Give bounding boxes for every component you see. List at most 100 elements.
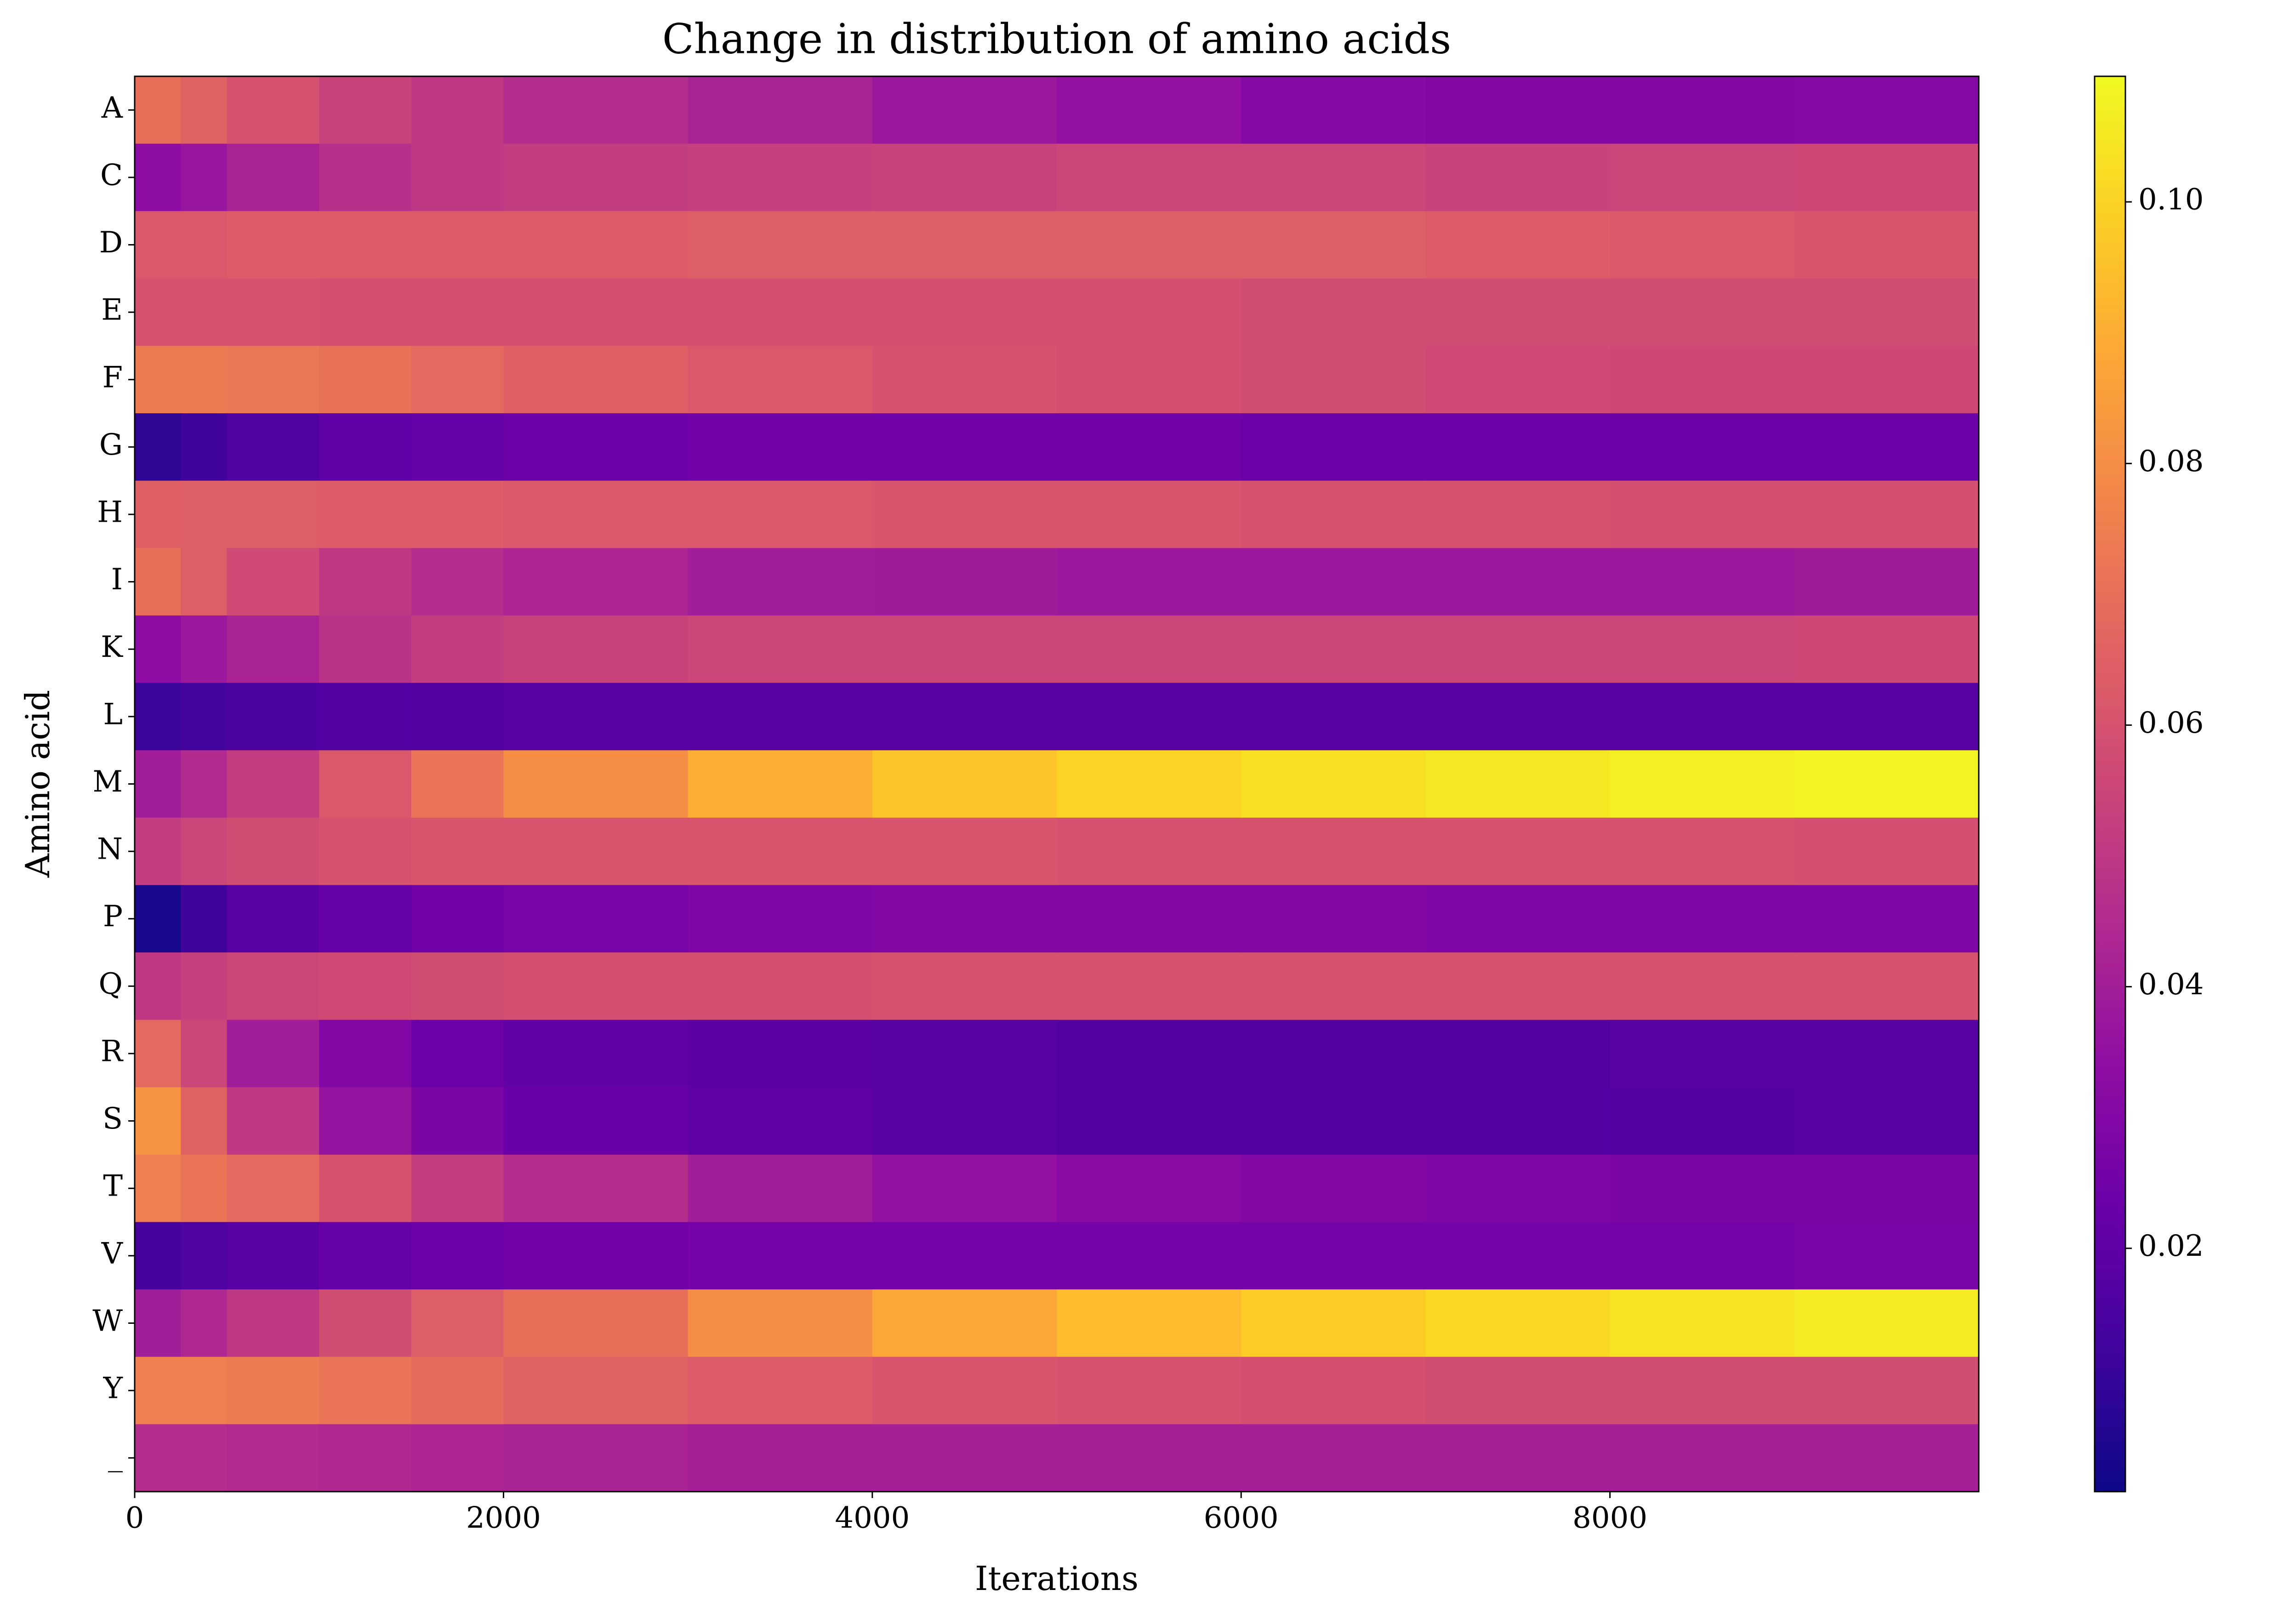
heatmap-cell: [688, 480, 873, 549]
heatmap-cell: [872, 278, 1057, 347]
heatmap-cell: [319, 480, 412, 549]
heatmap-cell: [1241, 346, 1426, 414]
heatmap-cell: [1610, 750, 1795, 818]
heatmap-cell: [503, 413, 689, 481]
heatmap-cell: [688, 1356, 873, 1425]
heatmap-cell: [227, 548, 319, 616]
heatmap-cell: [1794, 1154, 1979, 1223]
heatmap-cell: [1241, 76, 1426, 144]
heatmap-cell: [1794, 278, 1979, 347]
heatmap-cell: [1794, 413, 1979, 481]
heatmap-cell: [503, 1222, 689, 1290]
heatmap-cell: [411, 1424, 504, 1492]
heatmap-cell: [1794, 1289, 1979, 1357]
heatmap-cell: [181, 278, 228, 347]
heatmap-cell: [872, 817, 1057, 886]
heatmap-cell: [503, 817, 689, 886]
heatmap-cell: [1057, 750, 1241, 818]
y-tick-label: G: [99, 428, 123, 462]
heatmap-cell: [411, 1289, 504, 1357]
heatmap-cell: [411, 1356, 504, 1425]
heatmap-cell: [1610, 817, 1795, 886]
heatmap-cell: [503, 211, 689, 279]
heatmap-cell: [1610, 1289, 1795, 1357]
heatmap-cell: [411, 817, 504, 886]
y-tick-label: C: [100, 158, 123, 192]
heatmap-cell: [1241, 750, 1426, 818]
y-tick-label: P: [103, 900, 123, 934]
heatmap-cell: [503, 1356, 689, 1425]
y-tick-label: L: [103, 697, 123, 731]
heatmap-cell: [688, 1222, 873, 1290]
y-axis-label: Amino acid: [18, 690, 57, 878]
heatmap-cell: [1610, 615, 1795, 684]
heatmap-cell: [319, 885, 412, 953]
colorbar-tick-label: 0.08: [2138, 444, 2204, 479]
heatmap-cell: [411, 548, 504, 616]
heatmap-cell: [135, 211, 182, 279]
heatmap-cell: [1057, 211, 1241, 279]
heatmap-cell: [227, 1154, 319, 1223]
x-tick-label: 0: [125, 1501, 144, 1535]
heatmap-cell: [503, 750, 689, 818]
heatmap-cell: [1057, 346, 1241, 414]
heatmap-cell: [1425, 346, 1611, 414]
heatmap-cell: [503, 1289, 689, 1357]
y-tick-label: V: [101, 1237, 124, 1271]
heatmap-cell: [227, 1087, 319, 1155]
heatmap-cell: [1794, 1424, 1979, 1492]
heatmap-cell: [411, 615, 504, 684]
heatmap-cell: [135, 817, 182, 886]
heatmap-cell: [227, 817, 319, 886]
heatmap-cell: [135, 548, 182, 616]
heatmap-cell: [411, 885, 504, 953]
heatmap-cell: [872, 1424, 1057, 1492]
heatmap-cell: [1241, 278, 1426, 347]
heatmap-cell: [1057, 1424, 1241, 1492]
heatmap-cell: [1610, 278, 1795, 347]
heatmap-cell: [135, 1154, 182, 1223]
heatmap-cell: [1425, 952, 1611, 1020]
heatmap-cell: [503, 683, 689, 751]
heatmap-cell: [1425, 1356, 1611, 1425]
heatmap-cell: [1425, 480, 1611, 549]
heatmap-cell: [688, 885, 873, 953]
heatmap-cell: [411, 1154, 504, 1223]
colorbar: [2094, 75, 2126, 1493]
heatmap-cell: [135, 346, 182, 414]
heatmap-cell: [688, 346, 873, 414]
y-tick-label: E: [101, 293, 123, 327]
colorbar-tick-label: 0.04: [2138, 968, 2204, 1002]
heatmap-cell: [1425, 76, 1611, 144]
heatmap-cell: [688, 548, 873, 616]
heatmap-cell: [181, 1424, 228, 1492]
heatmap-cell: [872, 1289, 1057, 1357]
heatmap-cell: [1425, 1087, 1611, 1155]
heatmap-cell: [227, 1222, 319, 1290]
heatmap-cell: [1794, 683, 1979, 751]
heatmap-cell: [319, 1222, 412, 1290]
heatmap-cell: [688, 1087, 873, 1155]
y-tick-label: M: [92, 765, 123, 799]
heatmap-cell: [872, 346, 1057, 414]
heatmap-cell: [1425, 1289, 1611, 1357]
heatmap-cell: [227, 1020, 319, 1088]
heatmap-cell: [688, 143, 873, 212]
y-tick-label: I: [111, 563, 123, 597]
heatmap-cell: [503, 952, 689, 1020]
colorbar-tick-label: 0.06: [2138, 706, 2204, 740]
heatmap-cell: [1057, 952, 1241, 1020]
heatmap-cell: [411, 480, 504, 549]
heatmap-cell: [227, 1424, 319, 1492]
heatmap-cell: [1610, 1222, 1795, 1290]
heatmap-cell: [1057, 1020, 1241, 1088]
heatmap-cell: [181, 750, 228, 818]
heatmap-cell: [227, 1356, 319, 1425]
heatmap-cell: [1794, 1222, 1979, 1290]
heatmap-cell: [1241, 143, 1426, 212]
heatmap-cell: [1610, 346, 1795, 414]
heatmap-cell: [1794, 952, 1979, 1020]
heatmap-cell: [181, 413, 228, 481]
heatmap-cell: [1610, 952, 1795, 1020]
heatmap-cell: [688, 1154, 873, 1223]
